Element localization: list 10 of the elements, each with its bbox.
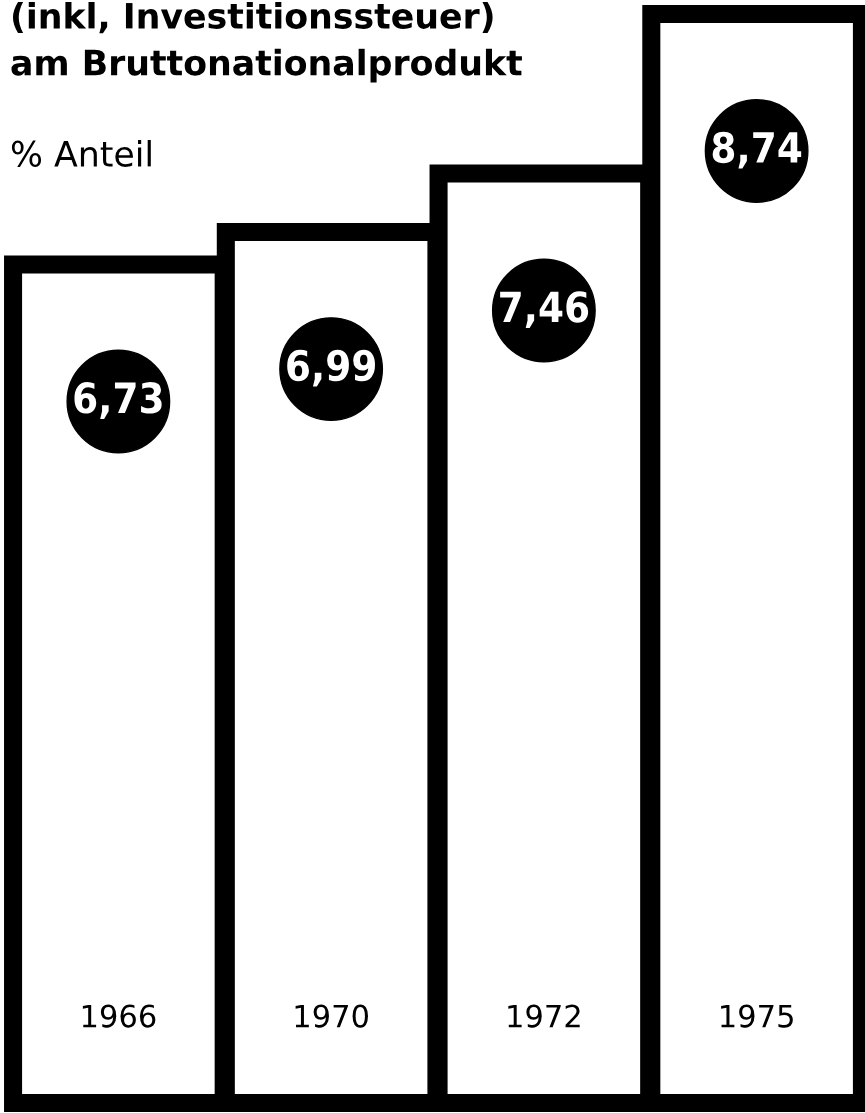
y-axis-title: % Anteil xyxy=(11,140,151,167)
data-label: 6,73 xyxy=(74,382,162,419)
x-tick-label: 1970 xyxy=(295,1004,368,1028)
chart-title: (inkl, Investitionssteuer) am Bruttonationalprodukt xyxy=(11,2,522,83)
x-tick-label: 1972 xyxy=(508,1004,580,1028)
x-tick-label: 1966 xyxy=(82,1004,156,1028)
x-tick-label: 1975 xyxy=(721,1004,793,1028)
data-label: 7,46 xyxy=(500,291,589,328)
data-label: 8,74 xyxy=(712,131,802,169)
data-label: 6,99 xyxy=(287,349,375,387)
